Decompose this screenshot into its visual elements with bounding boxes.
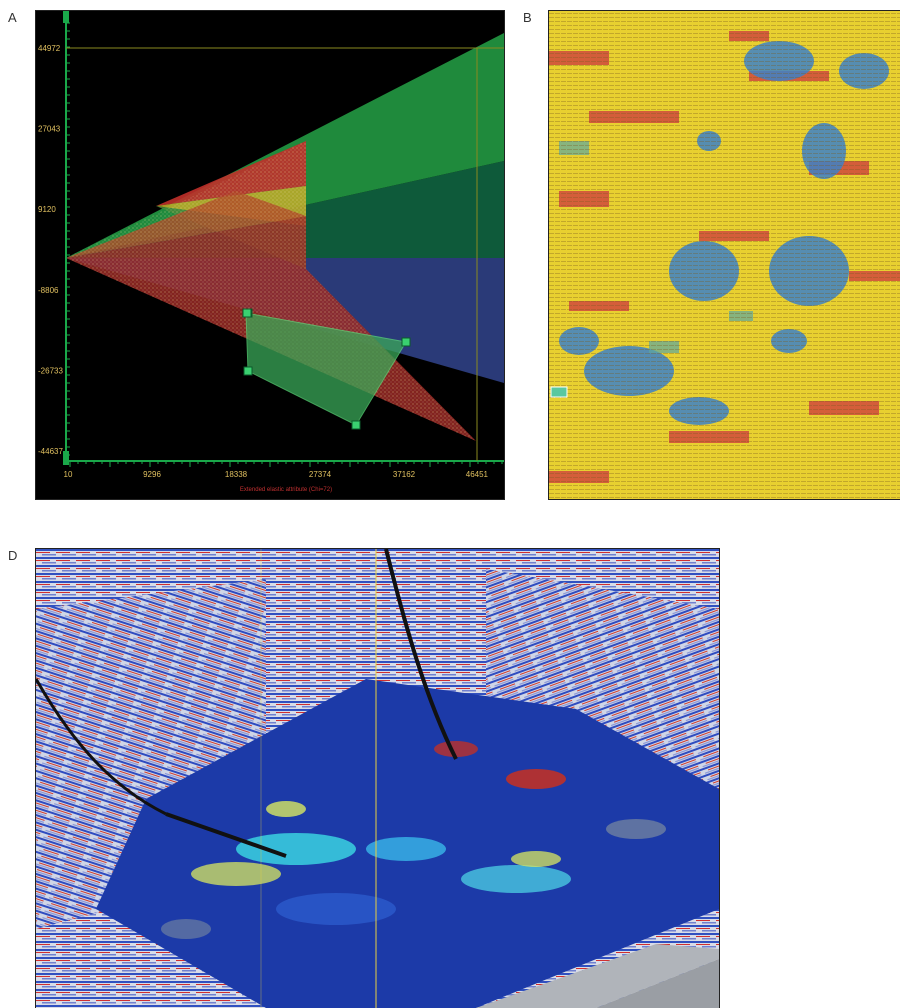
y-tick-label: 44972 (38, 44, 61, 53)
horizon-anomalies (161, 741, 666, 939)
polygon-vertex-handle[interactable] (401, 337, 411, 347)
x-axis-marker[interactable] (63, 451, 69, 465)
seismic-3d-panel[interactable] (35, 548, 720, 1008)
polygon-vertex-handle[interactable] (242, 308, 252, 318)
well-trajectory-1[interactable] (384, 549, 458, 760)
panel-label-b: B (523, 10, 532, 25)
x-tick-label: 9296 (143, 470, 161, 479)
x-tick-label: 18338 (225, 470, 248, 479)
map-cursor-marker[interactable] (550, 386, 568, 398)
polygon-vertex-handle[interactable] (351, 420, 361, 430)
panel-label-a: A (8, 10, 17, 25)
y-axis-marker[interactable] (63, 11, 69, 23)
x-tick-label: 37162 (393, 470, 416, 479)
polygon-handles[interactable] (242, 308, 411, 430)
crossplot-panel[interactable]: 44972 27043 9120 -8806 -26733 -44637 10 9296 18… (35, 10, 505, 500)
y-tick-label: -8806 (38, 286, 59, 295)
x-tick-label: 10 (64, 470, 73, 479)
y-tick-label: -44637 (38, 447, 63, 456)
y-tick-label: 27043 (38, 125, 61, 134)
axis-minor-ticks (66, 22, 503, 467)
seismic-3d-canvas[interactable] (36, 549, 719, 1008)
x-axis-title: Extended elastic attribute (Chi=72) (240, 487, 332, 493)
x-tick-label: 27374 (309, 470, 332, 479)
well-trajectory-2[interactable] (36, 678, 167, 816)
crossplot-canvas[interactable]: 44972 27043 9120 -8806 -26733 -44637 10 9296 18… (36, 11, 504, 499)
y-tick-label: 9120 (38, 205, 56, 214)
map-line-texture (549, 11, 900, 499)
attribute-map-panel[interactable] (548, 10, 900, 500)
base-floor-edge (476, 944, 719, 1008)
polygon-vertex-handle[interactable] (243, 366, 253, 376)
x-axis-ticks: 10 9296 18338 27374 37162 46451 (64, 470, 489, 479)
well-trajectory-3[interactable] (165, 812, 287, 858)
y-tick-label: -26733 (38, 366, 63, 375)
y-axis-ticks: 44972 27043 9120 -8806 -26733 -44637 (38, 44, 63, 456)
x-tick-label: 46451 (466, 470, 489, 479)
attribute-map-canvas[interactable] (549, 11, 900, 499)
panel-label-d: D (8, 548, 18, 563)
